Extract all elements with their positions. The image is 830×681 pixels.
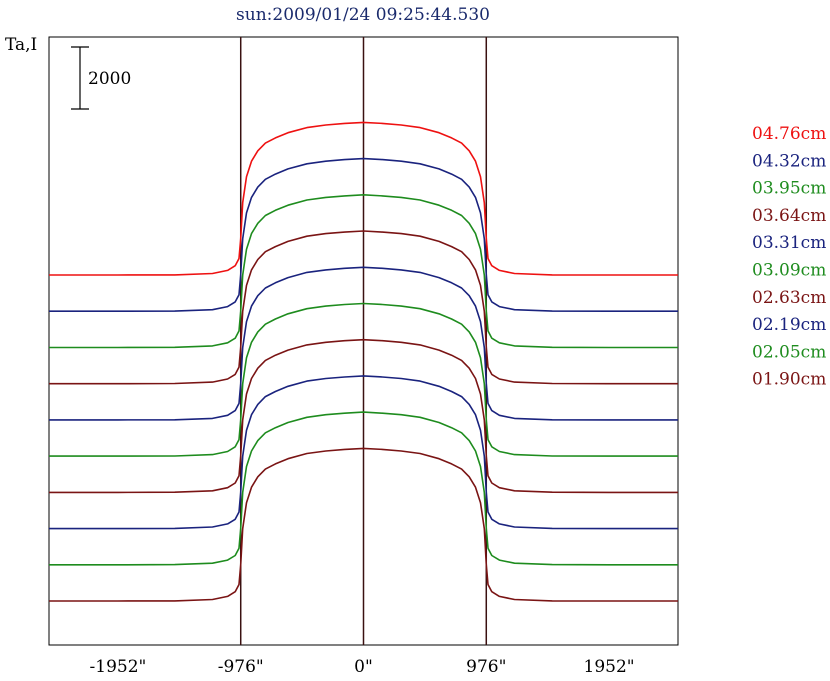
series-line-1 bbox=[49, 121, 678, 276]
series-line-6 bbox=[49, 302, 678, 457]
y-axis-label: Ta,I bbox=[5, 35, 37, 55]
scale-bar-label: 2000 bbox=[88, 69, 131, 89]
legend-entry: 01.90cm bbox=[752, 370, 826, 390]
vertical-markers bbox=[239, 37, 488, 645]
legend-entry: 04.76cm bbox=[752, 124, 826, 144]
legend-entry: 02.63cm bbox=[752, 288, 826, 308]
legend-entry: 04.32cm bbox=[752, 151, 826, 171]
x-tick-labels: -1952" -976" 0" 976" 1952" bbox=[90, 657, 635, 677]
series-line-4 bbox=[49, 230, 678, 385]
scale-bar: 2000 bbox=[71, 46, 131, 110]
x-tick-label: -976" bbox=[218, 657, 264, 677]
legend-entry: 02.05cm bbox=[752, 342, 826, 362]
x-tick-label: 0" bbox=[354, 657, 373, 677]
legend: 04.76cm 04.32cm 03.95cm 03.64cm 03.31cm 03.09… bbox=[752, 124, 826, 390]
series-line-2 bbox=[49, 157, 678, 313]
x-tick-label: 1952" bbox=[584, 657, 635, 677]
legend-entry: 03.31cm bbox=[752, 233, 826, 253]
series-line-3 bbox=[49, 194, 678, 349]
legend-entry: 02.19cm bbox=[752, 315, 826, 335]
series-line-9 bbox=[49, 411, 678, 566]
series-group bbox=[49, 121, 678, 602]
x-tick-label: -1952" bbox=[90, 657, 147, 677]
legend-entry: 03.64cm bbox=[752, 206, 826, 226]
x-tick-label: 976" bbox=[466, 657, 506, 677]
series-line-7 bbox=[49, 338, 678, 494]
legend-entry: 03.09cm bbox=[752, 261, 826, 281]
series-line-5 bbox=[49, 266, 678, 421]
series-line-8 bbox=[49, 375, 678, 530]
series-line-10 bbox=[49, 447, 678, 602]
chart-title: sun:2009/01/24 09:25:44.530 bbox=[236, 5, 490, 25]
legend-entry: 03.95cm bbox=[752, 179, 826, 199]
